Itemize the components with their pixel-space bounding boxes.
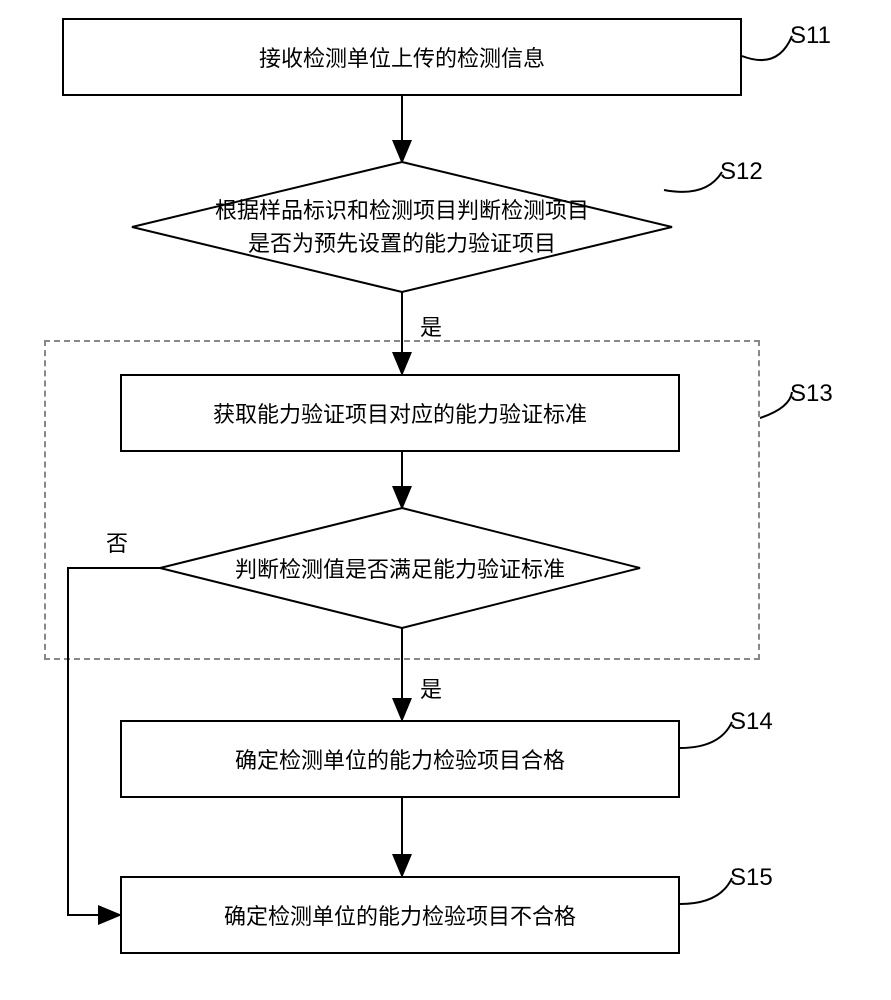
- step-label-s15: S15: [730, 864, 773, 892]
- node-s15: 确定检测单位的能力检验项目不合格: [120, 876, 680, 954]
- node-s13b: 判断检测值是否满足能力验证标准: [160, 508, 640, 628]
- step-label-s11: S11: [790, 22, 831, 50]
- node-s13a-text: 获取能力验证项目对应的能力验证标准: [213, 397, 587, 429]
- step-label-s14: S14: [730, 708, 773, 736]
- node-s15-text: 确定检测单位的能力检验项目不合格: [224, 899, 576, 931]
- node-s14-text: 确定检测单位的能力检验项目合格: [235, 743, 565, 775]
- flowchart-container: 接收检测单位上传的检测信息 获取能力验证项目对应的能力验证标准 确定检测单位的能…: [0, 0, 891, 1000]
- node-s13a: 获取能力验证项目对应的能力验证标准: [120, 374, 680, 452]
- step-label-s12: S12: [720, 158, 763, 186]
- edge-label-yes-1: 是: [420, 310, 442, 342]
- edge-label-no: 否: [106, 526, 128, 558]
- node-s12-text: 根据样品标识和检测项目判断检测项目是否为预先设置的能力验证项目: [213, 194, 591, 260]
- node-s13b-text: 判断检测值是否满足能力验证标准: [232, 552, 568, 584]
- step-label-s13: S13: [790, 380, 833, 408]
- edge-label-yes-2: 是: [420, 672, 442, 704]
- node-s11-text: 接收检测单位上传的检测信息: [259, 41, 545, 73]
- node-s12: 根据样品标识和检测项目判断检测项目是否为预先设置的能力验证项目: [132, 162, 672, 292]
- node-s11: 接收检测单位上传的检测信息: [62, 18, 742, 96]
- node-s14: 确定检测单位的能力检验项目合格: [120, 720, 680, 798]
